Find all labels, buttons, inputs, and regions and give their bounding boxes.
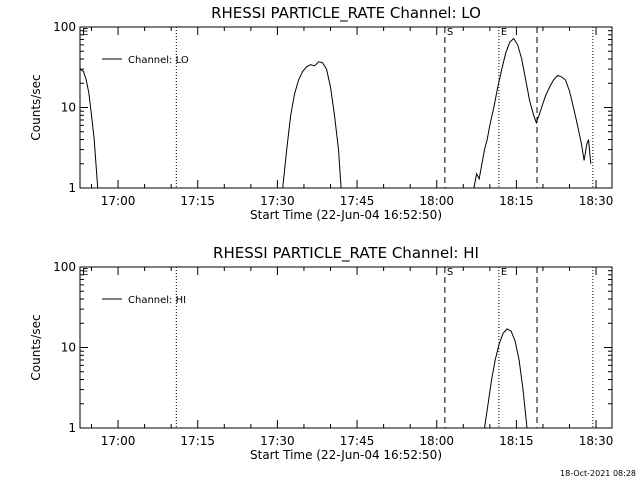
x-tick-label: 17:15	[180, 434, 215, 448]
y-tick-label: 100	[53, 260, 76, 274]
y-axis-label: Counts/sec	[29, 74, 43, 140]
x-tick-label: 17:15	[180, 194, 215, 208]
series-line-channel-hi-segment-1	[484, 328, 528, 429]
x-axis-label: Start Time (22-Jun-04 16:52:50)	[250, 448, 442, 462]
x-tick-label: 17:45	[340, 434, 375, 448]
plot-frame	[79, 26, 613, 189]
event-marker-label: S	[447, 267, 453, 278]
x-tick-label: 17:30	[260, 194, 295, 208]
chart-panel-2: RHESSI PARTICLE_RATE Channel: HI 1 10 100 Co…	[29, 244, 613, 462]
x-tick-label: 17:00	[101, 434, 136, 448]
event-marker-label: E	[82, 267, 88, 278]
plot-frame	[79, 266, 613, 429]
x-tick-label: 18:15	[499, 434, 534, 448]
y-tick-label: 1	[68, 181, 76, 195]
x-tick-label: 18:15	[499, 194, 534, 208]
x-tick-label: 18:00	[419, 434, 454, 448]
chart-title: RHESSI PARTICLE_RATE Channel: LO	[211, 4, 481, 23]
x-tick-label: 18:00	[419, 194, 454, 208]
y-tick-label: 10	[61, 341, 76, 355]
generation-timestamp: 18-Oct-2021 08:28	[560, 469, 636, 478]
chart-title: RHESSI PARTICLE_RATE Channel: HI	[213, 244, 479, 263]
y-axis-label: Counts/sec	[29, 314, 43, 380]
x-tick-label: 18:30	[579, 194, 614, 208]
event-marker-label: E	[501, 27, 507, 38]
x-axis-label: Start Time (22-Jun-04 16:52:50)	[250, 208, 442, 222]
series-line-channel-lo-segment-3	[473, 37, 592, 189]
x-tick-label: 17:30	[260, 434, 295, 448]
y-tick-label: 100	[53, 20, 76, 34]
y-tick-label: 1	[68, 421, 76, 435]
event-marker-label: E	[82, 27, 88, 38]
chart-panel-1: RHESSI PARTICLE_RATE Channel: LO 1 10 100 Co…	[29, 4, 613, 222]
series-line-channel-lo-segment-2	[282, 61, 342, 189]
event-marker-label: E	[501, 267, 507, 278]
x-tick-label: 17:45	[340, 194, 375, 208]
y-tick-label: 10	[61, 101, 76, 115]
legend-label: Channel: HI	[128, 295, 186, 306]
x-tick-label: 18:30	[579, 434, 614, 448]
x-tick-label: 17:00	[101, 194, 136, 208]
event-marker-label: S	[447, 27, 453, 38]
series-line-channel-lo-segment-1	[79, 68, 99, 189]
legend-label: Channel: LO	[128, 55, 189, 66]
